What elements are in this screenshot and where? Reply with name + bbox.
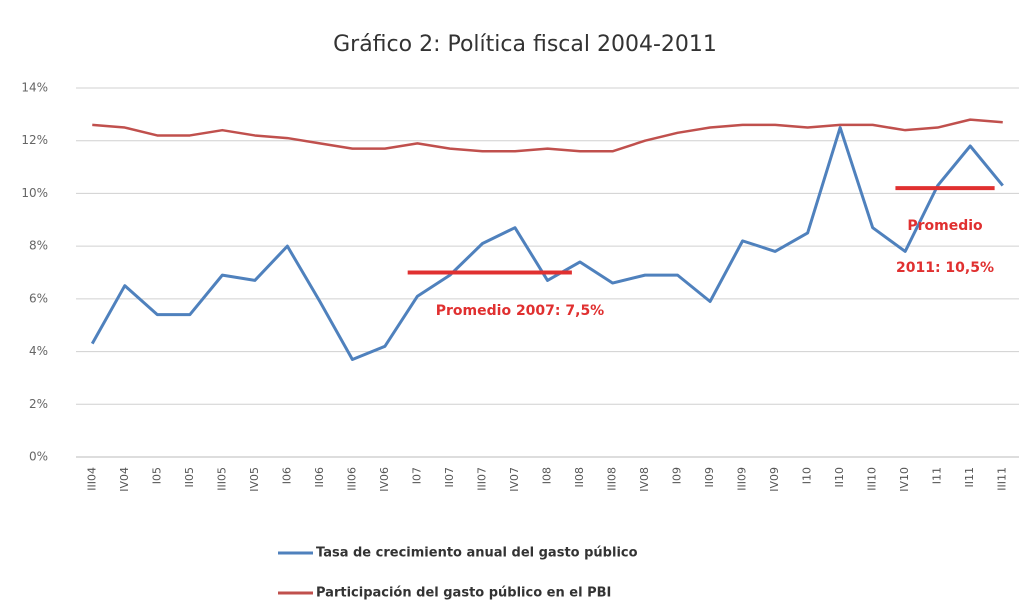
- chart-title: Gráfico 2: Política fiscal 2004-2011: [333, 32, 717, 57]
- legend-label: Participación del gasto público en el PB…: [316, 586, 611, 601]
- legend-label: Tasa de crecimiento anual del gasto públ…: [316, 546, 638, 561]
- x-tick-label: I07: [410, 467, 423, 484]
- annotation: Promedio: [907, 218, 983, 234]
- y-tick-label: 12%: [21, 133, 48, 147]
- x-tick-label: IV06: [378, 467, 391, 492]
- x-tick-label: III04: [85, 467, 98, 491]
- x-tick-label: IV09: [768, 467, 781, 492]
- x-tick-label: I06: [280, 467, 293, 484]
- series-line: [90, 126, 1004, 361]
- y-tick-label: 14%: [21, 81, 48, 95]
- x-tick-label: IV05: [248, 467, 261, 492]
- y-tick-label: 8%: [29, 239, 48, 253]
- y-tick-label: 0%: [29, 450, 48, 464]
- x-tick-label: I10: [801, 467, 814, 484]
- x-tick-label: II07: [443, 467, 456, 488]
- x-tick-label: I09: [671, 467, 684, 484]
- x-tick-label: I08: [541, 467, 554, 484]
- series-line: [92, 118, 1003, 153]
- x-tick-label: III05: [215, 467, 228, 491]
- x-tick-label: III10: [866, 467, 879, 491]
- x-tick-label: III07: [475, 467, 488, 491]
- x-tick-label: II06: [313, 467, 326, 488]
- annotation: 2011: 10,5%: [896, 260, 994, 276]
- x-tick-label: III06: [345, 467, 358, 491]
- x-tick-label: III11: [996, 467, 1009, 491]
- x-tick-label: III08: [606, 467, 619, 491]
- x-tick-label: III09: [736, 467, 749, 491]
- x-tick-label: II08: [573, 467, 586, 488]
- x-tick-label: II10: [833, 467, 846, 488]
- y-tick-label: 2%: [29, 397, 48, 411]
- x-tick-label: II09: [703, 467, 716, 488]
- x-tick-label: I11: [931, 467, 944, 484]
- x-tick-label: IV07: [508, 467, 521, 492]
- x-tick-label: IV08: [638, 467, 651, 492]
- x-tick-label: II11: [963, 467, 976, 488]
- annotation: Promedio 2007: 7,5%: [436, 303, 604, 319]
- x-tick-label: IV04: [118, 467, 131, 492]
- y-tick-label: 6%: [29, 291, 48, 305]
- y-tick-label: 4%: [29, 344, 48, 358]
- y-tick-label: 10%: [21, 186, 48, 200]
- x-tick-label: I05: [150, 467, 163, 484]
- x-tick-label: II05: [183, 467, 196, 488]
- x-tick-label: IV10: [898, 467, 911, 492]
